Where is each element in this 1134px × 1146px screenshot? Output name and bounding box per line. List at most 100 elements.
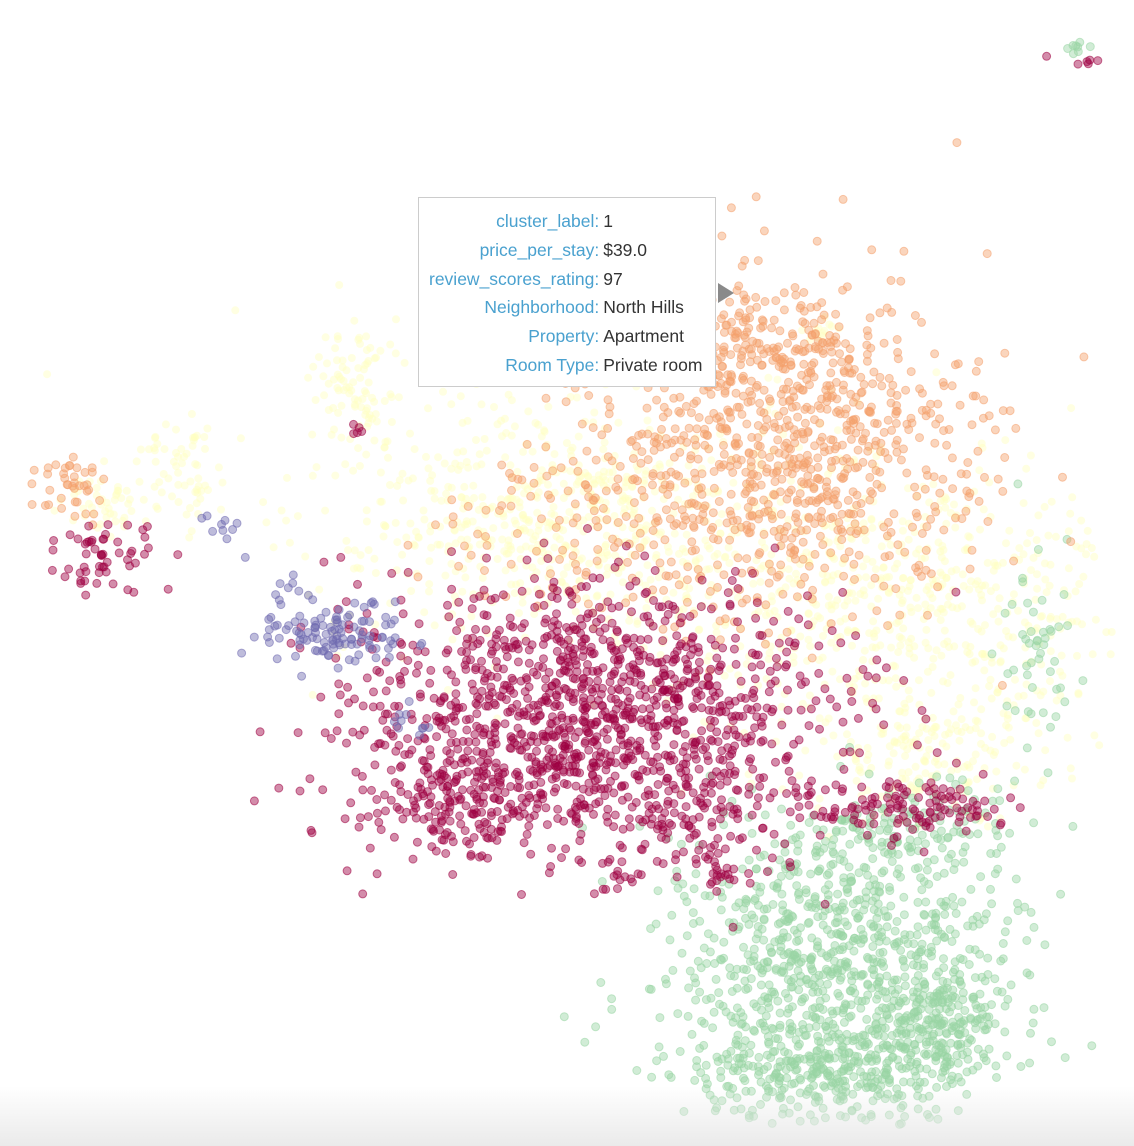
data-point-pale-yellow[interactable] <box>833 596 842 605</box>
data-point-pale-yellow[interactable] <box>928 713 937 722</box>
data-point-orange[interactable] <box>926 514 936 524</box>
data-point-pale-yellow[interactable] <box>157 488 166 497</box>
data-point-pale-yellow[interactable] <box>618 578 627 587</box>
data-point-orange[interactable] <box>952 138 962 148</box>
data-point-orange[interactable] <box>506 559 516 569</box>
data-point-green[interactable] <box>796 971 806 981</box>
data-point-pale-yellow[interactable] <box>906 576 915 585</box>
data-point-maroon[interactable] <box>381 806 390 816</box>
data-point-green[interactable] <box>922 1064 932 1074</box>
data-point-orange[interactable] <box>974 496 984 506</box>
data-point-orange[interactable] <box>815 475 825 485</box>
data-point-pale-yellow[interactable] <box>1058 612 1067 621</box>
data-point-pale-yellow[interactable] <box>960 762 969 771</box>
data-point-pale-yellow[interactable] <box>890 737 899 746</box>
data-point-green[interactable] <box>1028 607 1038 617</box>
data-point-pale-yellow[interactable] <box>593 591 602 600</box>
data-point-maroon[interactable] <box>461 801 471 811</box>
data-point-pale-yellow[interactable] <box>861 679 870 688</box>
data-point-green[interactable] <box>851 908 861 918</box>
data-point-pale-yellow[interactable] <box>420 515 429 524</box>
data-point-orange[interactable] <box>759 495 769 505</box>
data-point-pale-yellow[interactable] <box>1036 691 1045 700</box>
data-point-green[interactable] <box>939 932 949 942</box>
data-point-pale-yellow[interactable] <box>534 477 543 486</box>
data-point-pale-yellow[interactable] <box>541 554 550 563</box>
data-point-green[interactable] <box>947 937 957 946</box>
data-point-pale-yellow[interactable] <box>362 506 371 515</box>
data-point-pale-yellow[interactable] <box>923 667 932 676</box>
data-point-pale-yellow[interactable] <box>1044 531 1053 540</box>
data-point-pale-yellow[interactable] <box>926 604 935 613</box>
data-point-green[interactable] <box>756 1077 766 1087</box>
data-point-pale-yellow[interactable] <box>920 757 929 766</box>
data-point-pale-yellow[interactable] <box>544 402 553 411</box>
data-point-pale-yellow[interactable] <box>533 508 542 517</box>
data-point-green[interactable] <box>712 1052 722 1062</box>
data-point-orange[interactable] <box>603 423 613 433</box>
data-point-pale-yellow[interactable] <box>599 467 608 476</box>
data-point-pale-yellow[interactable] <box>928 663 937 671</box>
data-point-orange[interactable] <box>81 509 91 519</box>
data-point-orange[interactable] <box>947 453 957 463</box>
data-point-green[interactable] <box>874 976 884 986</box>
data-point-green[interactable] <box>931 1104 941 1114</box>
data-point-green[interactable] <box>986 884 995 894</box>
data-point-green[interactable] <box>738 864 747 874</box>
data-point-maroon[interactable] <box>539 538 549 548</box>
data-point-green[interactable] <box>739 1049 749 1059</box>
data-point-orange[interactable] <box>665 482 675 492</box>
data-point-orange[interactable] <box>708 508 718 518</box>
data-point-green[interactable] <box>820 1113 830 1123</box>
data-point-green[interactable] <box>785 1018 795 1028</box>
data-point-green[interactable] <box>644 984 654 994</box>
data-point-pale-yellow[interactable] <box>451 539 460 548</box>
data-point-pale-yellow[interactable] <box>925 745 934 754</box>
data-point-pale-yellow[interactable] <box>871 565 880 574</box>
data-point-orange[interactable] <box>691 440 701 450</box>
data-point-pale-yellow[interactable] <box>354 335 363 344</box>
data-point-pale-yellow[interactable] <box>164 474 173 483</box>
data-point-orange[interactable] <box>810 549 820 559</box>
data-point-pale-yellow[interactable] <box>501 453 510 462</box>
data-point-green[interactable] <box>803 918 813 928</box>
data-point-orange[interactable] <box>580 480 590 490</box>
data-point-pale-yellow[interactable] <box>815 714 824 723</box>
data-point-pale-yellow[interactable] <box>1066 764 1075 773</box>
data-point-pale-yellow[interactable] <box>104 504 113 513</box>
data-point-pale-yellow[interactable] <box>120 513 129 522</box>
data-point-orange[interactable] <box>661 571 671 581</box>
data-point-maroon[interactable] <box>729 644 739 654</box>
data-point-green[interactable] <box>708 1023 718 1033</box>
data-point-pale-yellow[interactable] <box>376 346 385 355</box>
data-point-green[interactable] <box>921 897 931 907</box>
data-point-maroon[interactable] <box>758 736 768 746</box>
data-point-maroon[interactable] <box>472 709 482 719</box>
data-point-orange[interactable] <box>725 506 735 516</box>
data-point-green[interactable] <box>802 1010 812 1020</box>
data-point-green[interactable] <box>668 965 678 975</box>
data-point-green[interactable] <box>1063 621 1072 631</box>
data-point-maroon[interactable] <box>540 618 550 628</box>
data-point-green[interactable] <box>896 1103 906 1113</box>
data-point-green[interactable] <box>857 970 867 980</box>
data-point-pale-yellow[interactable] <box>978 649 986 658</box>
data-point-pale-yellow[interactable] <box>859 519 868 528</box>
data-point-pale-yellow[interactable] <box>950 500 958 509</box>
data-point-pale-yellow[interactable] <box>914 604 922 613</box>
data-point-pale-yellow[interactable] <box>518 511 527 520</box>
data-point-pale-yellow[interactable] <box>827 322 836 331</box>
data-point-orange[interactable] <box>838 194 848 204</box>
data-point-pale-yellow[interactable] <box>600 554 608 563</box>
data-point-pale-yellow[interactable] <box>200 433 209 441</box>
data-point-pale-yellow[interactable] <box>436 540 444 549</box>
data-point-pale-yellow[interactable] <box>574 521 583 530</box>
data-point-pale-yellow[interactable] <box>400 358 409 367</box>
data-point-pale-yellow[interactable] <box>528 563 537 572</box>
data-point-orange[interactable] <box>982 249 992 259</box>
data-point-green[interactable] <box>749 913 759 923</box>
data-point-green[interactable] <box>1006 980 1016 990</box>
data-point-orange[interactable] <box>802 525 812 535</box>
data-point-maroon[interactable] <box>672 631 682 641</box>
data-point-pale-yellow[interactable] <box>843 730 851 739</box>
